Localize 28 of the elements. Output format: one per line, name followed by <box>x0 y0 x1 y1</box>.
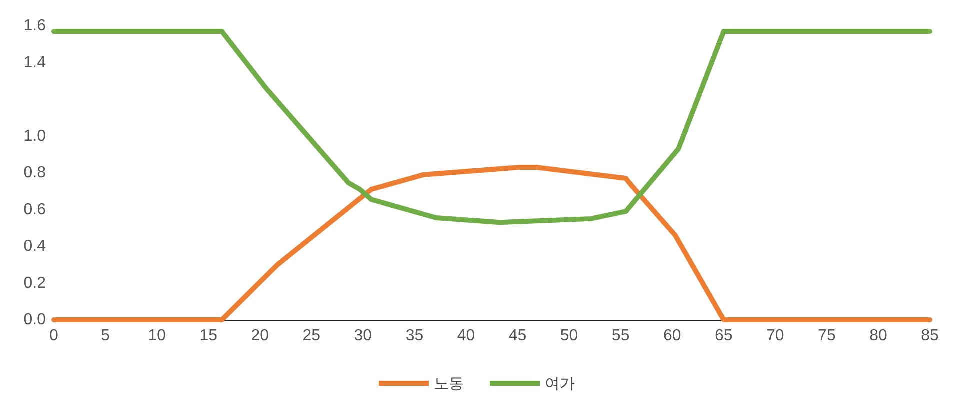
y-tick-label: 0.2 <box>24 274 46 292</box>
y-tick-label: 0.8 <box>24 164 46 182</box>
x-tick-label: 0 <box>50 328 59 344</box>
x-tick-label: 70 <box>766 328 784 344</box>
x-tick-label: 65 <box>714 328 733 344</box>
x-tick-label: 60 <box>663 328 682 344</box>
x-tick-label: 55 <box>612 328 630 344</box>
x-tick-label: 35 <box>406 328 424 344</box>
x-tick-label: 40 <box>457 328 476 344</box>
x-tick-label: 20 <box>251 328 270 344</box>
x-tick-label: 85 <box>921 328 939 344</box>
legend-label: 여가 <box>545 374 575 392</box>
x-tick-label: 10 <box>148 328 166 344</box>
y-tick-label: 1.6 <box>24 18 46 34</box>
x-tick-label: 50 <box>560 328 578 344</box>
x-tick-label: 45 <box>508 328 527 344</box>
x-tick-label: 75 <box>818 328 836 344</box>
x-tick-label: 80 <box>870 328 888 344</box>
y-tick-label: 1.4 <box>24 54 46 72</box>
legend-label: 노동 <box>434 374 464 392</box>
y-tick-label: 0.6 <box>24 201 46 218</box>
y-tick-label: 0.4 <box>24 238 46 255</box>
x-tick-label: 25 <box>302 328 321 344</box>
x-tick-label: 15 <box>200 328 218 344</box>
x-tick-label: 30 <box>354 328 372 344</box>
y-tick-label: 0.0 <box>24 312 46 328</box>
x-tick-label: 5 <box>101 328 110 344</box>
y-tick-label: 1.0 <box>24 128 46 145</box>
